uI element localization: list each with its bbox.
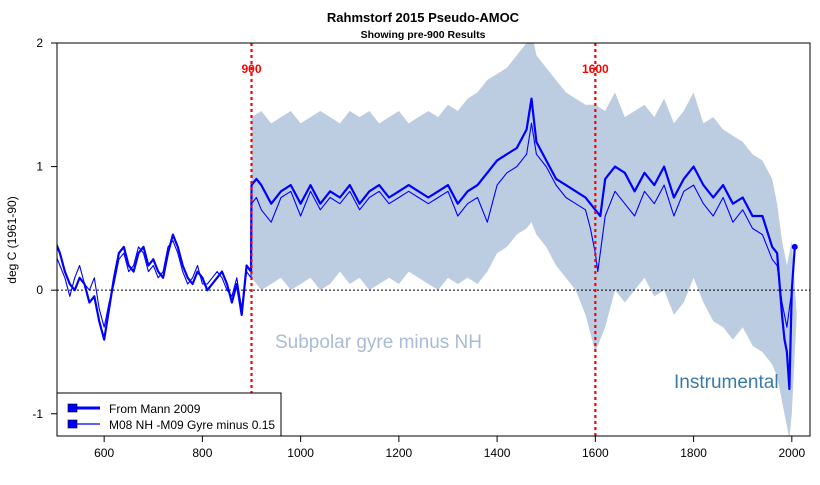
legend-label-mann: From Mann 2009 bbox=[109, 402, 201, 416]
y-tick-label: 2 bbox=[36, 36, 43, 50]
vline-label-900: 900 bbox=[241, 62, 261, 76]
legend: From Mann 2009 M08 NH -M09 Gyre minus 0.… bbox=[56, 392, 282, 437]
x-tick-label: 1000 bbox=[287, 446, 314, 460]
x-tick-label: 1600 bbox=[582, 446, 609, 460]
legend-marker-m08 bbox=[67, 419, 78, 429]
y-tick-label: 1 bbox=[36, 160, 43, 174]
annotation-subpolar: Subpolar gyre minus NH bbox=[275, 332, 482, 353]
y-tick-label: 0 bbox=[36, 283, 43, 297]
x-tick-label: 600 bbox=[94, 446, 114, 460]
x-tick-label: 2000 bbox=[778, 446, 805, 460]
legend-label-m08: M08 NH -M09 Gyre minus 0.15 bbox=[109, 418, 275, 432]
y-axis-label: deg C (1961-90) bbox=[5, 196, 19, 283]
series-line-m08-gyre bbox=[57, 122, 793, 328]
legend-box bbox=[56, 392, 282, 437]
uncertainty-band bbox=[251, 43, 797, 436]
y-tick-label: -1 bbox=[32, 407, 43, 421]
x-tick-label: 800 bbox=[192, 446, 212, 460]
x-tick-label: 1200 bbox=[386, 446, 413, 460]
vline-label-1600: 1600 bbox=[582, 62, 609, 76]
chart-subtitle: Showing pre-900 Results bbox=[361, 29, 486, 41]
x-tick-label: 1800 bbox=[680, 446, 707, 460]
legend-marker-mann bbox=[67, 403, 78, 413]
plot-frame bbox=[56, 42, 811, 437]
chart-title: Rahmstorf 2015 Pseudo-AMOC bbox=[327, 10, 520, 25]
x-tick-label: 1400 bbox=[484, 446, 511, 460]
series-endpoint bbox=[791, 243, 798, 250]
annotation-instrumental: Instrumental bbox=[674, 372, 779, 393]
